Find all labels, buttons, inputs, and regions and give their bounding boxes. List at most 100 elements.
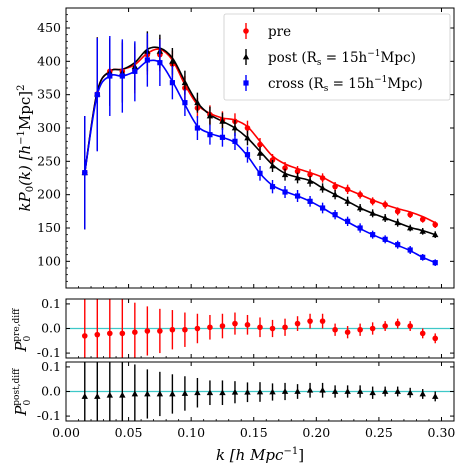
- legend-marker-circle: [243, 28, 249, 34]
- data-point-triangle: [206, 112, 214, 119]
- residual-point: [331, 388, 339, 394]
- residual-point: [131, 390, 139, 397]
- data-point-circle: [369, 198, 376, 205]
- residual-pre-y-label: P0pre,diff: [12, 308, 33, 353]
- data-point-square: [119, 73, 125, 79]
- main-x-ticks: [65, 8, 442, 288]
- residual-point: [169, 326, 176, 333]
- data-point-circle: [257, 141, 263, 148]
- residual-point: [81, 333, 88, 339]
- residual-point: [269, 388, 276, 395]
- y-tick-label: 300: [37, 120, 61, 135]
- data-point-circle: [307, 171, 313, 178]
- legend-label: post (Rs = 15h−1Mpc): [268, 49, 416, 68]
- residual-point: [269, 325, 276, 332]
- residual-point: [244, 388, 251, 395]
- legend-label: cross (Rs = 15h−1Mpc): [268, 75, 423, 94]
- residual-point: [419, 330, 426, 337]
- data-point-square: [144, 57, 150, 63]
- y-tick-label: -0.1: [37, 408, 61, 423]
- data-point-square: [232, 138, 238, 144]
- residual-point: [106, 391, 114, 398]
- residual-point: [319, 318, 326, 324]
- bottom-x-ticks: 0.00 0.05 0.10 0.15 0.20 0.25 0.30: [52, 362, 455, 440]
- data-point-circle: [419, 216, 426, 223]
- y-tick-label: 0.1: [41, 296, 61, 311]
- data-point-square: [169, 80, 175, 86]
- data-point-circle: [332, 183, 338, 190]
- y-tick-label: 200: [37, 187, 61, 202]
- residual-point: [232, 320, 238, 327]
- residual-point: [194, 389, 201, 396]
- residual-point: [107, 330, 113, 337]
- x-tick-label: 0.25: [365, 425, 393, 440]
- residual-point: [281, 388, 289, 394]
- data-point-circle: [357, 191, 363, 198]
- residual-pre-points: [66, 299, 454, 358]
- residual-point: [332, 326, 338, 333]
- data-point-triangle: [394, 219, 401, 226]
- data-point-square: [182, 100, 188, 106]
- residual-point: [256, 388, 264, 395]
- data-point-square: [282, 189, 288, 195]
- data-point-square: [432, 260, 438, 266]
- residual-point: [294, 388, 301, 394]
- data-point-circle: [282, 165, 288, 171]
- y-tick-label: 0.0: [41, 384, 61, 399]
- residual-point: [344, 329, 351, 335]
- residual-point: [144, 328, 151, 334]
- data-point-triangle: [294, 174, 301, 181]
- data-point-triangle: [319, 184, 326, 191]
- residual-panel-pre: 0.1 0.0 -0.1: [37, 296, 455, 360]
- data-point-square: [269, 184, 276, 190]
- residual-point: [81, 393, 88, 399]
- residual-point: [369, 325, 376, 332]
- residual-point: [207, 324, 213, 331]
- main-y-axis-label: kP0(k) [h−1Mpc]2: [16, 85, 36, 212]
- data-point-triangle: [356, 204, 364, 211]
- data-point-triangle: [231, 124, 239, 131]
- residual-point: [244, 322, 251, 328]
- y-tick-label: 450: [37, 20, 61, 35]
- legend: pre post (Rs = 15h−1Mpc) cross (Rs = 15h−1…: [223, 13, 451, 101]
- data-point-square: [257, 170, 263, 176]
- data-point-triangle: [306, 177, 314, 184]
- data-point-triangle: [169, 57, 176, 64]
- y-tick-label: 400: [37, 53, 61, 68]
- residual-point: [394, 320, 401, 327]
- residual-point: [94, 331, 101, 338]
- data-point-triangle: [344, 197, 351, 204]
- x-tick-label: 0.20: [302, 425, 330, 440]
- y-tick-label: 0.0: [41, 321, 61, 336]
- data-point-square: [132, 68, 138, 74]
- data-point-square: [307, 198, 313, 204]
- residual-point: [94, 393, 101, 399]
- data-point-triangle: [381, 214, 389, 221]
- residual-point: [219, 389, 226, 396]
- data-point-square: [207, 132, 213, 138]
- data-point-square: [420, 254, 426, 260]
- x-tick-label: 0.30: [428, 425, 456, 440]
- residual-point: [169, 390, 176, 397]
- y-tick-label: 150: [37, 220, 61, 235]
- residual-point: [294, 320, 301, 327]
- data-point-triangle: [432, 231, 439, 238]
- residual-point: [306, 386, 314, 393]
- y-tick-label: 250: [37, 153, 61, 168]
- data-point-triangle: [181, 79, 189, 86]
- data-point-circle: [319, 175, 326, 181]
- residual-point: [194, 325, 201, 332]
- data-points: [81, 31, 439, 266]
- residual-point: [394, 388, 401, 394]
- data-point-square: [382, 236, 388, 242]
- data-point-triangle: [194, 99, 201, 106]
- legend-box: [223, 13, 451, 101]
- y-tick-label: -0.1: [37, 345, 61, 360]
- x-tick-label: 0.00: [52, 425, 80, 440]
- residual-point: [144, 390, 151, 397]
- data-point-square: [357, 225, 363, 231]
- data-point-square: [294, 193, 301, 199]
- residual-panel-post: 0.1 0.0 -0.1 0.00 0.05 0.10 0.15 0.20 0.25 0.30: [37, 359, 456, 440]
- residual-point: [344, 388, 351, 394]
